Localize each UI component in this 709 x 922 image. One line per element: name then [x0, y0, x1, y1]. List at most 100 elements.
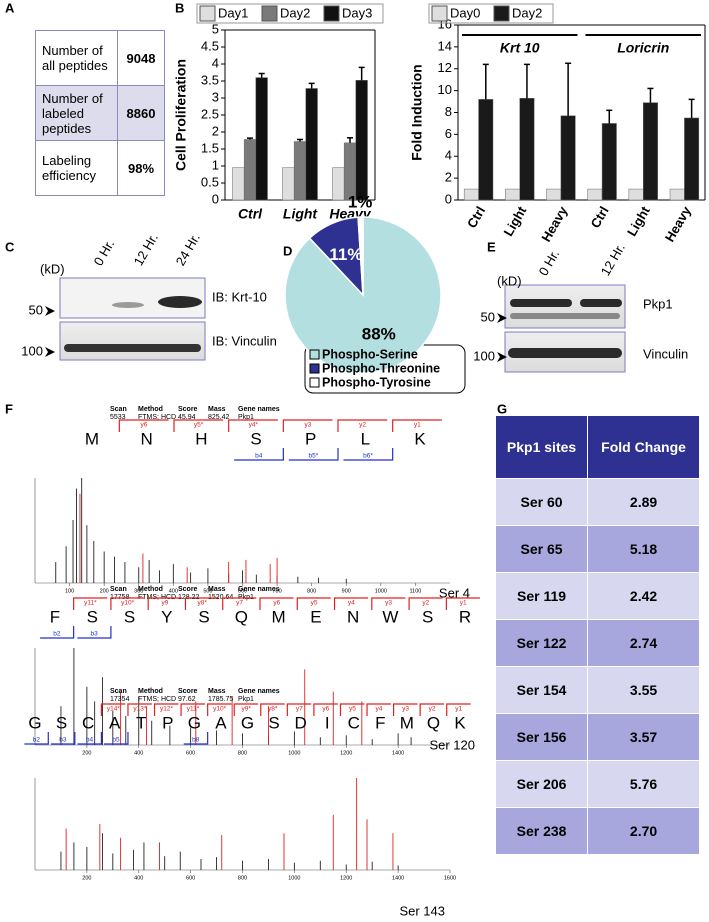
- table-cell: Ser 206: [494, 760, 589, 808]
- y-tick-label: 4.5: [201, 38, 219, 53]
- residue: S: [56, 713, 67, 732]
- bar: [293, 141, 307, 201]
- panel-label: C: [5, 239, 15, 254]
- table-cell: Ser 156: [494, 713, 589, 761]
- panel-label: D: [283, 243, 292, 258]
- marker-label: 100: [21, 343, 43, 358]
- residue: Y: [161, 607, 172, 626]
- info-value: FTMS; HCD: [138, 594, 176, 601]
- legend-swatch: [261, 5, 278, 22]
- band: [580, 299, 622, 307]
- legend-label: Phospho-Serine: [322, 347, 418, 361]
- x-tick-label: Ctrl: [238, 206, 263, 222]
- y-ion-bracket: [408, 597, 443, 610]
- b-ion-label: b3: [91, 631, 99, 638]
- residue: W: [382, 607, 398, 626]
- y-ion-label: y7: [236, 600, 243, 607]
- legend-label: Day2: [280, 5, 310, 20]
- x-tick-label: 600: [186, 750, 195, 756]
- y-ion-bracket: [73, 597, 108, 610]
- y-ion-label: y3: [402, 706, 409, 713]
- lane-label: 12 Hr.: [598, 241, 628, 279]
- panel-label: A: [5, 0, 15, 15]
- y-tick-label: 8: [445, 104, 452, 119]
- legend-swatch: [323, 5, 340, 22]
- residue: G: [241, 713, 254, 732]
- bar: [305, 88, 318, 201]
- y-ion-label: y5: [349, 706, 356, 713]
- y-ion-label: y2: [422, 600, 429, 607]
- y-tick-label: 10: [438, 82, 452, 97]
- residue: S: [87, 607, 98, 626]
- y-ion-label: y8*: [268, 706, 278, 713]
- bar: [601, 123, 617, 201]
- residue: C: [348, 713, 360, 732]
- info-value: 128.22: [178, 594, 200, 601]
- x-tick-label: 800: [238, 875, 247, 881]
- b-ion-label: b5: [112, 737, 120, 744]
- y-ion-bracket: [392, 419, 442, 432]
- site-label: Ser 143: [399, 903, 445, 918]
- marker-label: 50: [481, 309, 495, 324]
- residue: F: [50, 607, 60, 626]
- y-ion-bracket: [260, 703, 285, 716]
- band: [510, 313, 620, 319]
- unit-label: (kD): [40, 261, 65, 276]
- y-ion-label: y2: [429, 706, 436, 713]
- y-ion-label: y14*: [107, 706, 120, 713]
- y-ion-label: y4: [376, 706, 383, 713]
- residue: G: [188, 713, 201, 732]
- lane-label: 0 Hr.: [536, 247, 563, 278]
- y-tick-label: 0: [445, 191, 452, 206]
- residue: H: [195, 429, 207, 448]
- x-tick-label: Heavy: [538, 203, 571, 244]
- b-ion-label: b6*: [363, 453, 373, 460]
- bar: [332, 167, 345, 201]
- x-tick-label: 100: [65, 588, 74, 594]
- x-tick-label: 1600: [444, 875, 456, 881]
- info-value: 1520.64: [208, 594, 233, 601]
- legend-swatch: [493, 5, 510, 22]
- x-tick-label: 500: [203, 588, 212, 594]
- y-ion-bracket: [118, 419, 169, 432]
- group-label: Loricrin: [617, 40, 669, 56]
- y-tick-label: 2: [212, 123, 219, 138]
- table-cell: 8860: [117, 85, 165, 141]
- marker-label: 100: [473, 348, 495, 363]
- x-tick-label: Ctrl: [464, 204, 488, 231]
- table-cell: Labeling efficiency: [35, 140, 118, 196]
- panel-label: E: [487, 239, 496, 254]
- y-tick-label: 1: [212, 157, 219, 172]
- info-label: Score: [178, 586, 198, 593]
- lane-label: 24 Hr.: [173, 231, 203, 269]
- x-tick-label: 1200: [340, 750, 352, 756]
- info-value: 825.42: [208, 414, 230, 421]
- x-tick-label: 400: [134, 750, 143, 756]
- bar: [463, 188, 479, 201]
- y-ion-label: y10*: [121, 600, 134, 607]
- legend-swatch: [309, 377, 320, 388]
- residue: A: [215, 713, 227, 732]
- bar: [684, 117, 700, 201]
- info-label: Gene names: [238, 688, 280, 695]
- y-ion-label: y1: [455, 706, 462, 713]
- residue: Q: [427, 713, 440, 732]
- y-ion-label: y8*: [198, 600, 208, 607]
- x-tick-label: 600: [186, 875, 195, 881]
- table-cell: Ser 65: [494, 525, 589, 573]
- antibody-label: IB: Krt-10: [212, 289, 267, 304]
- y-ion-bracket: [313, 703, 338, 716]
- band: [158, 296, 202, 308]
- x-tick-label: 1400: [392, 875, 404, 881]
- table-row: Ser 65 5.18: [494, 525, 700, 573]
- info-label: Mass: [208, 406, 226, 413]
- marker-label: 50: [29, 302, 43, 317]
- y-ion-bracket: [147, 597, 182, 610]
- b-ion-bracket: [234, 448, 284, 461]
- x-tick-label: 400: [134, 875, 143, 881]
- y-ion-bracket: [222, 597, 257, 610]
- bar: [587, 188, 603, 201]
- table-cell: Ser 122: [494, 619, 589, 667]
- y-ion-label: y9*: [241, 706, 251, 713]
- table-row: Number of labeled peptides 8860: [35, 85, 165, 141]
